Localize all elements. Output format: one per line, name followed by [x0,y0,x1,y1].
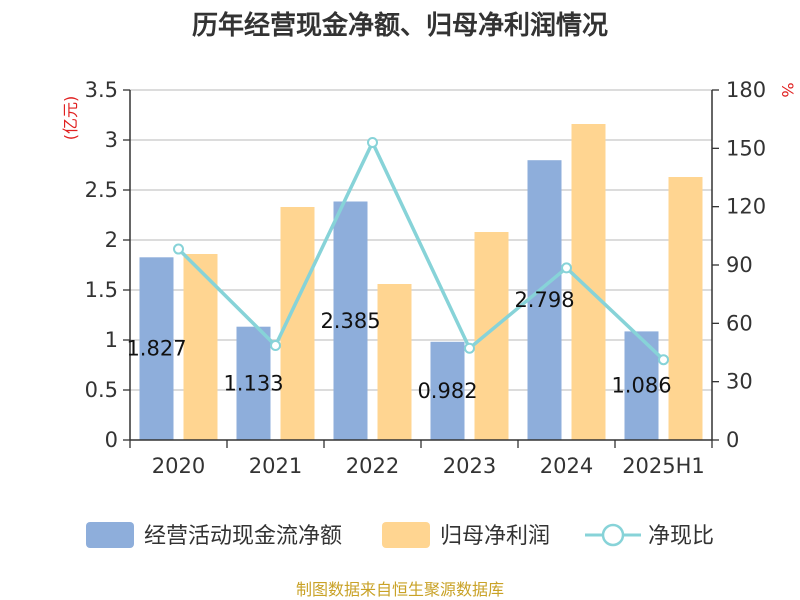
data-labels: 1.827 1.133 2.385 0.982 2.798 1.086 [126,288,671,403]
bar-cash-flow [139,257,174,440]
bar-cash-flow [527,160,562,440]
ratio-point [658,354,669,366]
bar-cash-flow [333,201,368,440]
bar-net-profit [183,254,218,440]
source-note: 制图数据来自恒生聚源数据库 [296,580,504,599]
legend-marker-ratio [601,523,625,547]
ratio-point [367,137,378,148]
left-tick-label: 0.5 [85,378,118,402]
axes: 0 0.5 1 1.5 2 2.5 3 3.5 0 30 60 90 120 150 180 2020 2021… [85,78,767,478]
right-tick-label: 150 [726,136,766,160]
right-tick-label: 90 [726,253,753,277]
left-tick-label: 2 [105,228,118,252]
left-axis-unit: (亿元) [61,96,80,141]
data-label-cash-flow: 2.385 [320,309,380,333]
x-tick-label: 2023 [443,454,496,478]
legend-swatch-net-profit [382,522,430,548]
x-tick-label: 2022 [346,454,399,478]
data-label-cash-flow: 1.086 [611,374,671,398]
legend-label-net-profit: 归母净利润 [440,524,550,549]
bar-net-profit [571,124,606,440]
right-tick-label: 30 [726,370,753,394]
ratio-line-path [177,138,665,361]
ratio-point [173,243,184,255]
x-tick-label: 2025H1 [622,454,705,478]
data-label-cash-flow: 0.982 [417,379,477,403]
data-label-cash-flow: 1.133 [223,371,283,395]
left-tick-label: 1 [105,328,118,352]
right-tick-label: 60 [726,311,753,335]
data-label-cash-flow: 2.798 [514,288,574,312]
ratio-point [464,342,475,354]
data-label-cash-flow: 1.827 [126,337,186,361]
legend: 经营活动现金流净额 归母净利润 净现比 [86,522,714,549]
bar-net-profit [668,177,703,440]
x-tick-label: 2021 [249,454,302,478]
chart-title: 历年经营现金净额、归母净利润情况 [192,10,608,41]
left-tick-label: 3.5 [85,78,118,102]
legend-label-cash-flow: 经营活动现金流净额 [144,524,342,549]
ratio-point [561,262,572,274]
right-axis-unit: % [778,82,797,97]
right-tick-label: 0 [726,428,739,452]
ratio-point [270,340,281,351]
ratio-line [173,137,669,366]
right-tick-label: 180 [726,78,766,102]
bars [139,124,703,440]
x-tick-label: 2020 [152,454,205,478]
left-tick-label: 3 [105,128,118,152]
bar-net-profit [474,232,509,440]
right-tick-label: 120 [726,195,766,219]
grid-lines [130,89,712,391]
bar-cash-flow [430,341,465,440]
left-tick-label: 0 [105,428,118,452]
left-tick-label: 2.5 [85,178,118,202]
legend-label-ratio: 净现比 [648,524,714,549]
bar-net-profit [377,284,412,440]
legend-swatch-cash-flow [86,522,134,548]
left-tick-label: 1.5 [85,278,118,302]
x-tick-label: 2024 [540,454,593,478]
bar-cash-flow [236,326,271,440]
